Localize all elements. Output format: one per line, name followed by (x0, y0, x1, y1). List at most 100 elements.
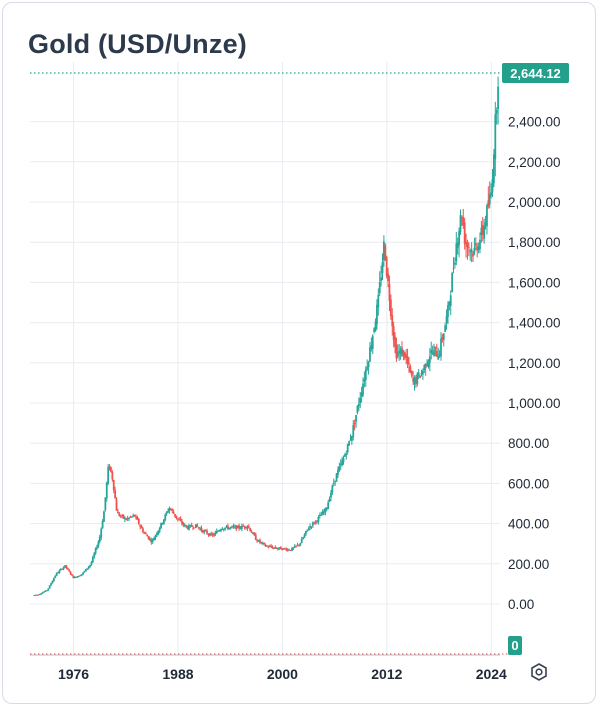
candle-body (222, 528, 225, 530)
candle-body (286, 549, 289, 551)
candle-body (384, 245, 387, 261)
candle-body (456, 242, 459, 248)
candle-body (441, 337, 444, 340)
candle-body (451, 272, 454, 293)
candle-body (45, 590, 48, 592)
candle-body (160, 522, 162, 528)
candle-body (256, 540, 259, 542)
candle-body (150, 539, 153, 543)
candle-body (183, 524, 186, 526)
candle-body (246, 526, 249, 529)
candle-body (344, 454, 346, 457)
axes: 0.00 200.00 400.00 600.00 800.00 1,000.00 1,20… (30, 115, 561, 682)
candle-body (220, 529, 222, 531)
candle-body (472, 252, 474, 257)
candle-body (366, 367, 369, 370)
candle-body (112, 479, 115, 491)
candle-body (463, 222, 466, 244)
candle-body (105, 482, 108, 499)
candle-body (178, 519, 181, 521)
candle-body (355, 414, 357, 422)
candle-body (132, 515, 135, 517)
candle-body (448, 301, 451, 306)
candle-body (486, 205, 488, 227)
candle-body (292, 547, 295, 549)
candle-body (215, 531, 218, 534)
candle-body (462, 217, 465, 226)
candle-body (469, 250, 472, 253)
candle-body (76, 576, 79, 578)
candle-body (37, 594, 40, 596)
candle-body (104, 497, 107, 511)
candle-body (206, 530, 208, 534)
candle-body (189, 525, 192, 527)
chart-title: Gold (USD/Unze) (28, 29, 247, 59)
candle-body (71, 574, 73, 576)
candle-body (264, 544, 267, 547)
candle-body (253, 532, 256, 536)
candle-body (289, 549, 292, 551)
candle-body (229, 527, 232, 529)
candle-body (424, 363, 427, 369)
candle-body (96, 546, 98, 549)
y-tick-label: 2,200.00 (508, 155, 561, 170)
grid (30, 62, 500, 655)
candle-body (314, 520, 317, 523)
candle-body (494, 114, 497, 160)
candle-body (39, 594, 41, 596)
candle-body (380, 277, 383, 281)
candle-body (243, 526, 246, 528)
candle-body (341, 460, 344, 466)
candle-body (140, 526, 143, 529)
candle-body (435, 350, 438, 357)
candle-body (275, 547, 278, 549)
candle-body (242, 525, 245, 527)
candle-body (190, 524, 193, 527)
candle-body (401, 347, 403, 357)
candle-body (484, 222, 487, 226)
candle-body (80, 574, 83, 576)
candle-body (337, 470, 339, 475)
candle-body (62, 567, 65, 570)
candle-body (158, 528, 161, 532)
candle-body (327, 502, 330, 510)
candle-body (325, 507, 328, 510)
candle-body (281, 548, 284, 550)
candle-body (305, 531, 307, 535)
last-price-label: 2,644.12 (510, 66, 561, 81)
candle-body (408, 363, 410, 365)
candle-body (228, 527, 231, 530)
candle-body (376, 304, 378, 325)
candle-body (385, 256, 388, 276)
candle-body (345, 453, 348, 456)
gear-icon[interactable] (531, 663, 547, 681)
y-tick-label: 1,800.00 (508, 235, 561, 250)
candle-body (235, 525, 238, 530)
candle-body (318, 515, 321, 517)
candle-body (303, 534, 306, 538)
candle-body (356, 405, 359, 413)
candle-body (323, 511, 325, 513)
candle-body (459, 215, 462, 232)
candle-body (133, 514, 136, 517)
candle-body (98, 536, 101, 542)
candle-body (309, 526, 311, 528)
candle-body (142, 528, 144, 533)
candle-body (249, 527, 252, 532)
candle-body (399, 349, 402, 354)
candle-body (58, 570, 61, 573)
candle-body (444, 325, 447, 332)
candle-body (69, 571, 72, 575)
candle-body (79, 575, 82, 577)
candle-body (240, 525, 243, 530)
candle-body (440, 338, 442, 357)
candle-body (153, 538, 156, 541)
x-tick-label: 2024 (476, 666, 507, 682)
candle-body (136, 516, 139, 520)
candle-body (447, 305, 449, 317)
candle-body (192, 527, 195, 529)
candle-body (491, 179, 494, 192)
candle-body (300, 538, 303, 544)
candle-body (90, 562, 93, 565)
